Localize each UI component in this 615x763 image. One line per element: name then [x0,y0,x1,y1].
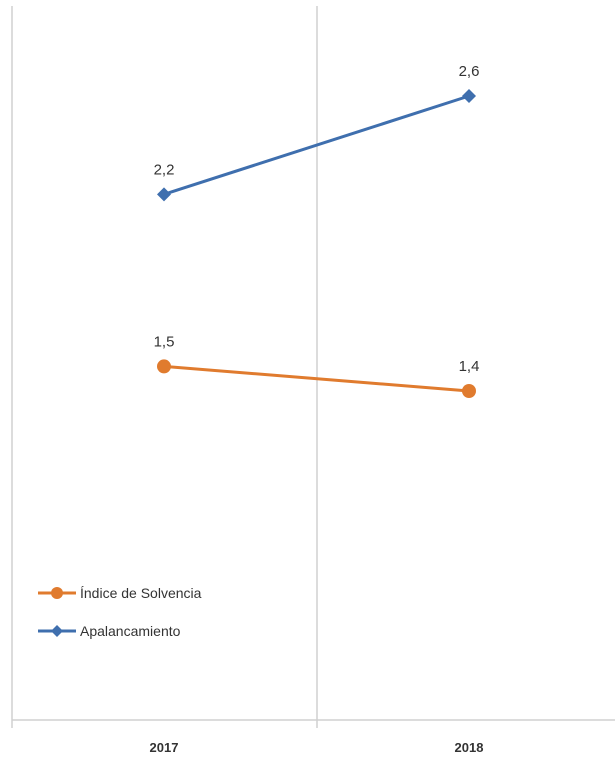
legend-item: Índice de Solvencia [38,585,202,601]
data-label: 1,5 [154,333,175,350]
x-tick-label: 2018 [455,740,484,755]
data-label: 1,4 [459,358,480,375]
data-label: 2,6 [459,63,480,80]
data-point [157,187,171,202]
data-point [462,89,476,103]
data-labels-layer: 1,5 1,4 2,2 2,6 [154,63,480,375]
legend-marker [51,587,63,599]
data-point [157,359,171,374]
legend-label: Índice de Solvencia [80,585,202,601]
legend-marker [51,625,63,637]
legend-item: Apalancamiento [38,623,181,639]
series-layer [157,89,476,398]
data-point [462,384,476,398]
series-line [163,364,470,393]
series-line [163,94,470,196]
axes-layer: 2017 2018 [11,6,615,755]
legend-label: Apalancamiento [80,623,181,639]
data-label: 2,2 [154,161,175,178]
x-tick-label: 2017 [150,740,179,755]
legend: Índice de Solvencia Apalancamiento [38,585,202,639]
